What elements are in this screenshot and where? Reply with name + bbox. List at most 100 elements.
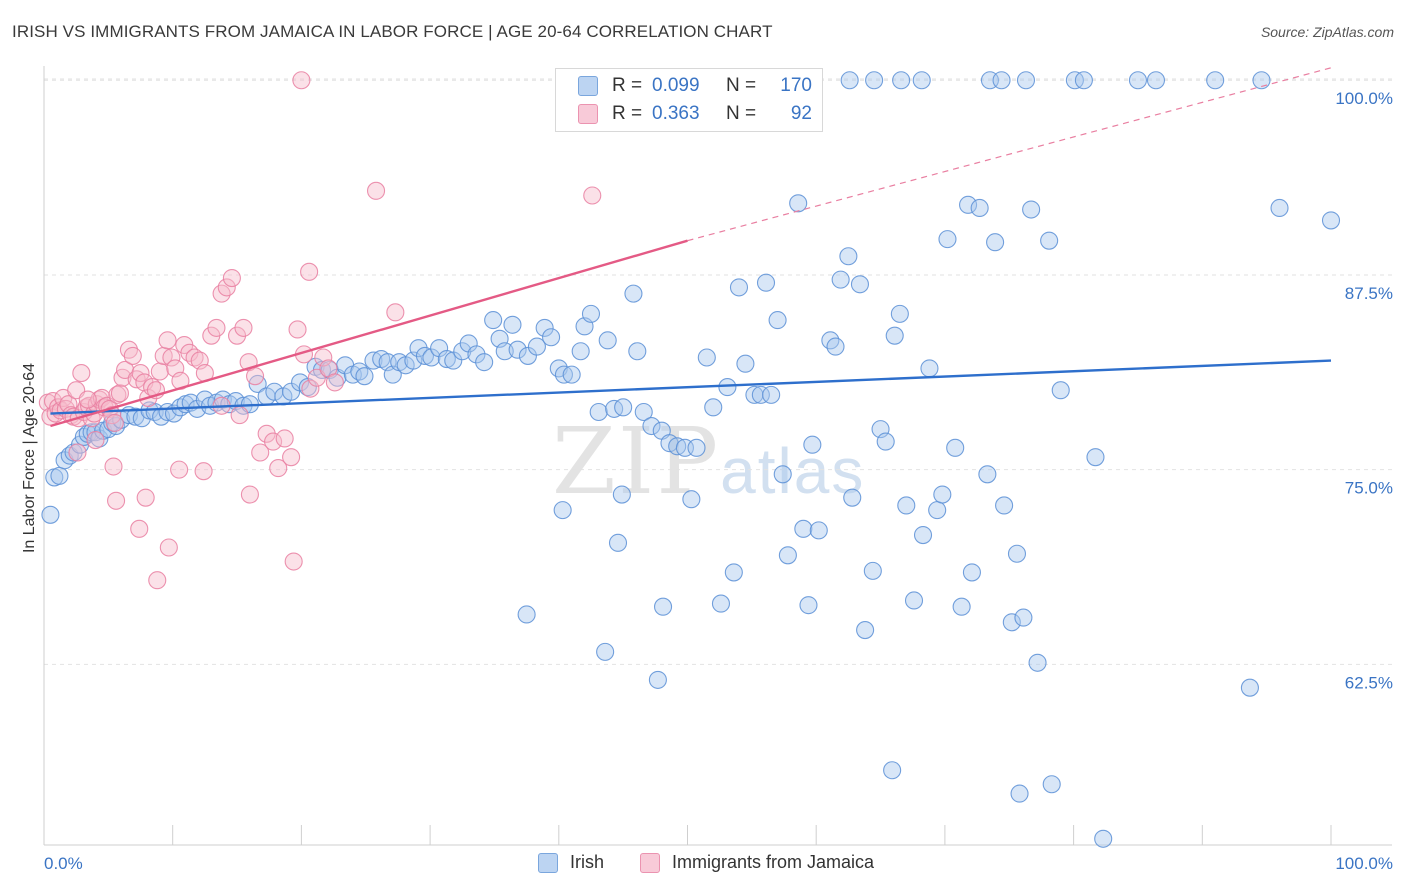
jamaica-point bbox=[123, 346, 142, 365]
irish-point bbox=[803, 435, 822, 454]
jamaica-point bbox=[107, 491, 126, 510]
irish-point bbox=[938, 230, 957, 249]
jamaica-point bbox=[284, 552, 303, 571]
irish-point bbox=[711, 594, 731, 613]
y-tick-label: 75.0% bbox=[1345, 479, 1393, 498]
jamaica-point bbox=[264, 432, 283, 451]
irish-point bbox=[1206, 71, 1225, 90]
irish-point bbox=[928, 501, 947, 520]
jamaica-point bbox=[162, 348, 181, 367]
watermark: ZIPatlas bbox=[552, 408, 865, 515]
jamaica-point bbox=[301, 379, 320, 398]
irish-point bbox=[1040, 231, 1059, 250]
r-label: R = bbox=[612, 75, 643, 96]
jamaica-point bbox=[130, 519, 149, 538]
irish-point bbox=[799, 596, 818, 615]
jamaica-legend-swatch bbox=[640, 852, 660, 873]
jamaica-point bbox=[207, 318, 226, 337]
jamaica-point bbox=[78, 390, 97, 409]
irish-point bbox=[364, 351, 383, 370]
jamaica-point bbox=[282, 448, 301, 467]
irish-point bbox=[885, 326, 904, 345]
irish-point bbox=[778, 546, 797, 565]
irish-point bbox=[773, 465, 792, 484]
irish-legend-label: Irish bbox=[570, 852, 605, 872]
jamaica-point bbox=[234, 318, 253, 337]
jamaica-point bbox=[230, 406, 249, 425]
jamaica-point bbox=[150, 362, 169, 381]
irish-point bbox=[589, 402, 608, 422]
irish-point bbox=[1042, 775, 1061, 794]
irish-point bbox=[762, 385, 781, 404]
irish-point bbox=[986, 233, 1005, 252]
irish-point bbox=[41, 505, 60, 524]
jamaica-point bbox=[105, 413, 124, 432]
irish-point bbox=[883, 761, 902, 780]
irish-point bbox=[517, 605, 536, 624]
jamaica-point bbox=[240, 485, 259, 504]
irish-point bbox=[571, 342, 590, 361]
irish-point bbox=[913, 525, 933, 545]
irish-point bbox=[1022, 200, 1041, 219]
jamaica-point bbox=[194, 462, 213, 481]
jamaica-point bbox=[269, 459, 288, 478]
irish-point bbox=[1016, 71, 1036, 90]
irish-point bbox=[1094, 829, 1113, 848]
irish-point bbox=[843, 488, 862, 507]
irish-point bbox=[503, 315, 522, 334]
watermark-zip: ZIP bbox=[552, 408, 721, 515]
irish-point bbox=[581, 304, 601, 323]
series-legend-jamaica: Immigrants from Jamaica bbox=[640, 852, 874, 873]
jamaica-point bbox=[104, 457, 123, 476]
irish-point bbox=[1028, 653, 1047, 672]
irish-point bbox=[437, 349, 456, 369]
irish-point bbox=[605, 399, 624, 418]
irish-point bbox=[995, 496, 1014, 515]
jamaica-point bbox=[222, 269, 241, 288]
jamaica-trend-line bbox=[50, 239, 688, 428]
irish-point bbox=[863, 561, 882, 580]
irish-point bbox=[1074, 71, 1093, 90]
irish-point bbox=[1010, 784, 1029, 803]
irish-point bbox=[415, 346, 435, 365]
x-tick-label: 100.0% bbox=[1335, 854, 1393, 873]
jamaica-point bbox=[72, 364, 91, 383]
jamaica-point bbox=[185, 348, 204, 367]
irish-point bbox=[1086, 448, 1105, 467]
irish-point bbox=[809, 521, 828, 540]
irish-point bbox=[697, 348, 716, 367]
series-legend-irish: Irish bbox=[538, 852, 604, 873]
irish-point bbox=[794, 519, 813, 538]
irish-point bbox=[624, 284, 643, 303]
irish-point bbox=[840, 71, 859, 90]
jamaica-point bbox=[68, 443, 87, 462]
jamaica-point bbox=[217, 278, 236, 297]
irish-point bbox=[959, 195, 978, 214]
jamaica-point bbox=[314, 348, 333, 367]
irish-point bbox=[422, 348, 441, 367]
y-tick-label: 87.5% bbox=[1345, 284, 1393, 303]
legend-row-jamaica: R = 0.363 N = 92 bbox=[578, 102, 812, 126]
irish-point bbox=[1128, 71, 1147, 90]
irish-point bbox=[608, 533, 628, 552]
jamaica-point bbox=[158, 331, 177, 350]
irish-point bbox=[839, 247, 858, 266]
jamaica-swatch bbox=[578, 104, 598, 124]
y-axis-label: In Labor Force | Age 20-64 bbox=[21, 362, 38, 554]
irish-point bbox=[484, 311, 503, 330]
irish-point bbox=[970, 198, 989, 218]
irish-point bbox=[892, 71, 911, 90]
n-label: N = bbox=[726, 75, 757, 96]
irish-point bbox=[831, 270, 850, 289]
stats-legend: R = 0.099 N = 170 R = 0.363 N = 92 bbox=[555, 68, 823, 132]
irish-point bbox=[1002, 613, 1021, 632]
irish-n-value: 170 bbox=[780, 75, 812, 96]
irish-point bbox=[467, 345, 486, 364]
r-label: R = bbox=[612, 103, 643, 124]
jamaica-point bbox=[300, 262, 319, 281]
legend-row-irish: R = 0.099 N = 170 bbox=[578, 74, 812, 98]
irish-point bbox=[562, 365, 581, 384]
irish-point bbox=[912, 71, 931, 90]
irish-point bbox=[962, 563, 981, 582]
